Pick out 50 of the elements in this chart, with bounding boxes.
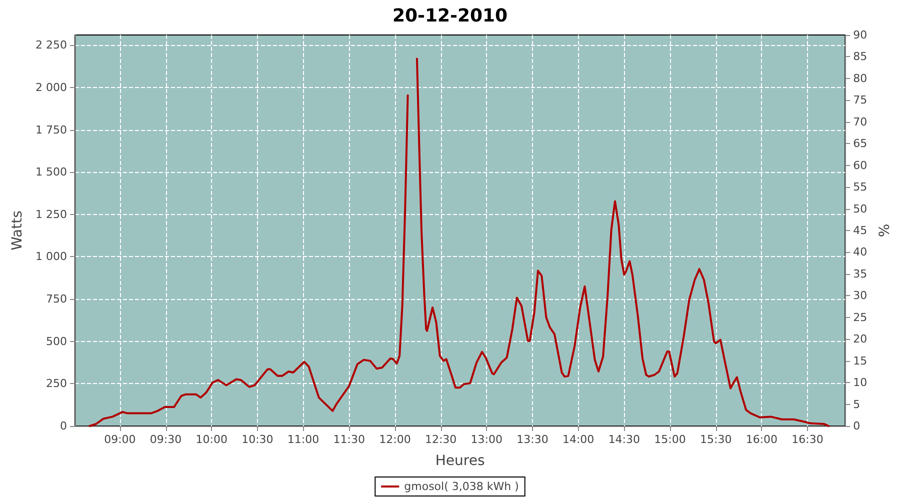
y2-tick-label: 25 [853, 310, 868, 324]
y2-axis-title: % [877, 224, 893, 238]
y-tick-label: 750 [46, 292, 67, 306]
x-tick-label: 14:00 [562, 433, 594, 446]
x-tick-label: 12:30 [424, 433, 457, 446]
x-tick-label: 11:30 [333, 433, 365, 446]
y-tick-label: 1 000 [36, 250, 67, 264]
y2-tick-label: 65 [853, 137, 868, 150]
y2-tick-label: 60 [853, 158, 868, 172]
x-axis-title: Heures [435, 453, 485, 469]
x-tick-label: 14:30 [608, 433, 640, 446]
x-tick-label: 12:00 [379, 433, 411, 446]
x-tick-label: 16:00 [746, 433, 778, 446]
y-axis-title: Watts [10, 210, 26, 250]
y-tick-label: 500 [46, 334, 67, 348]
x-tick-label: 11:00 [287, 433, 320, 446]
y2-tick-label: 5 [853, 398, 860, 411]
y2-tick-label: 40 [853, 246, 868, 259]
y-tick-label: 1 500 [36, 166, 67, 179]
y2-tick-label: 70 [853, 115, 868, 128]
y2-tick-label: 35 [853, 267, 868, 280]
y2-tick-label: 80 [853, 72, 868, 85]
y2-tick-label: 55 [853, 180, 868, 194]
y2-tick-label: 50 [853, 202, 868, 216]
y2-tick-label: 30 [853, 289, 868, 302]
x-tick-label: 15:00 [654, 433, 686, 446]
y-tick-label: 250 [46, 377, 67, 390]
y-tick-label: 2 250 [36, 38, 67, 52]
y-tick-label: 1 250 [36, 208, 67, 221]
x-tick-label: 13:00 [470, 433, 502, 446]
x-tick-label: 16:30 [792, 433, 824, 446]
legend-label: gmosol( 3,038 kWh ) [404, 480, 519, 493]
x-tick-label: 10:30 [242, 433, 274, 446]
y2-tick-label: 20 [853, 332, 868, 346]
y2-tick-label: 45 [853, 224, 868, 237]
chart-title: 20-12-2010 [392, 6, 508, 26]
y2-tick-label: 0 [853, 420, 860, 432]
y2-tick-label: 75 [853, 94, 868, 107]
y2-tick-label: 85 [853, 50, 868, 64]
x-tick-label: 09:00 [104, 433, 136, 446]
y-tick-label: 0 [60, 420, 67, 432]
x-tick-label: 13:30 [516, 433, 548, 446]
y2-tick-label: 10 [853, 376, 868, 390]
y-tick-label: 1 750 [36, 123, 67, 136]
y2-tick-label: 15 [853, 354, 868, 368]
y-tick-label: 2 000 [36, 80, 67, 94]
y2-tick-label: 90 [853, 28, 868, 42]
x-tick-label: 10:00 [196, 433, 228, 446]
x-tick-label: 09:30 [150, 433, 182, 446]
x-tick-label: 15:30 [700, 433, 732, 446]
